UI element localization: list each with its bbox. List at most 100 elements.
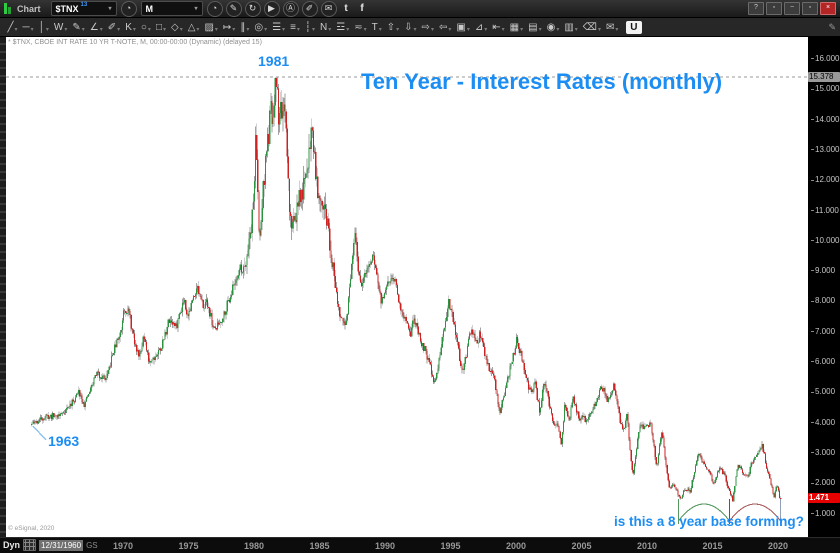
chevron-down-icon[interactable]: ▾ [556,27,560,33]
chevron-down-icon[interactable]: ▾ [232,27,236,33]
chevron-down-icon[interactable]: ▾ [45,27,49,33]
refresh-icon[interactable]: ↻ [244,0,261,17]
tool-elliott-wave-icon[interactable]: N ▾ [317,19,333,35]
tool-measure-icon[interactable]: ⊿ ▾ [472,19,489,35]
chevron-down-icon[interactable]: ▾ [615,27,619,33]
tool-triangle-icon[interactable]: △ ▾ [185,19,202,35]
chevron-down-icon[interactable]: ▾ [14,27,18,33]
annotation-1963[interactable]: 1963 [48,433,80,449]
chevron-down-icon[interactable]: ▾ [501,27,505,33]
tool-angle-icon[interactable]: ∠ ▾ [87,19,105,35]
tool-regression-icon[interactable]: ⇤ ▾ [490,19,507,35]
chevron-down-icon[interactable]: ▾ [328,27,332,33]
chevron-down-icon[interactable]: ▾ [196,27,200,33]
tool-panel-icon[interactable]: ▥ ▾ [562,19,580,35]
tool-text-icon[interactable]: T ▾ [369,19,384,35]
tool-fib-projection-icon[interactable]: ≡ ▾ [288,19,303,35]
tool-note-icon[interactable]: ✉ ▾ [603,19,620,35]
auto-icon[interactable]: Ⓐ [282,0,299,17]
annotation-1981[interactable]: 1981 [258,53,290,69]
tool-polygon-icon[interactable]: ◇ ▾ [169,19,186,35]
twitter-icon[interactable]: t [344,3,348,14]
pin-button[interactable]: ▫ [766,2,782,15]
chevron-down-icon[interactable]: ▾ [99,27,103,33]
tool-hatch-brush-icon[interactable]: ▨ ▾ [202,19,220,35]
chevron-down-icon[interactable]: ▾ [147,27,151,33]
tool-parallel-channel-icon[interactable]: ∥ ▾ [238,19,252,35]
close-button[interactable]: × [820,2,836,15]
chevron-down-icon[interactable]: ▾ [538,27,542,33]
symbol-input[interactable]: $TNX 13 ▾ [50,1,117,16]
facebook-icon[interactable]: f [360,3,364,14]
chevron-down-icon[interactable]: ▾ [162,27,166,33]
chevron-down-icon[interactable]: ▾ [264,27,268,33]
chevron-down-icon[interactable]: ▾ [117,27,121,33]
tool-extension-line-icon[interactable]: ↦ ▾ [220,19,237,35]
chevron-down-icon[interactable]: ▾ [597,27,601,33]
chevron-down-icon[interactable]: ▾ [81,27,85,33]
tool-time-zones-icon[interactable]: ┆ ▾ [302,19,317,35]
draw-pencil-icon[interactable]: ✎ [225,0,242,17]
restore-button[interactable]: ▫ [802,2,818,15]
tool-grid-icon[interactable]: ▦ ▾ [507,19,525,35]
tool-arrow-right-icon[interactable]: ⇨ ▾ [419,19,436,35]
chevron-down-icon[interactable]: ▾ [346,27,350,33]
tool-price-levels-icon[interactable]: ☲ ▾ [334,19,352,35]
chevron-down-icon[interactable]: ▾ [194,6,198,12]
start-pointer-line[interactable] [32,425,47,441]
chevron-down-icon[interactable]: ▾ [396,27,400,33]
chevron-down-icon[interactable]: ▾ [30,27,34,33]
tool-marker-icon[interactable]: ✐ ▾ [105,19,122,35]
marker-icon[interactable]: ✐ [301,0,318,17]
tool-ellipse-icon[interactable]: ○ ▾ [138,19,153,35]
tool-gann-fan-icon[interactable]: K ▾ [123,19,139,35]
play-icon[interactable]: ▶ [263,0,280,17]
chevron-down-icon[interactable]: ▾ [413,27,417,33]
tool-vertical-line-icon[interactable]: │ ▾ [36,19,51,35]
base-cycle-arcs[interactable] [677,499,782,524]
symbol-lookup-icon[interactable]: ◔ [120,0,137,17]
chart-start-date[interactable]: 12/31/1960 [39,539,84,551]
chevron-down-icon[interactable]: ▾ [430,27,434,33]
y-axis[interactable]: 15.378 1.471 16.000 15.000 14.000 13.000 12.… [808,37,840,537]
tool-ohlc-table-icon[interactable]: ▤ ▾ [526,19,544,35]
tool-arrow-down-icon[interactable]: ⇩ ▾ [402,19,419,35]
interval-select[interactable]: M ▾ [140,1,203,16]
tool-eraser-icon[interactable]: ⌫ ▾ [580,19,603,35]
chevron-down-icon[interactable]: ▾ [520,27,524,33]
comment-icon[interactable]: ✉ [320,0,337,17]
chevron-down-icon[interactable]: ▾ [484,27,488,33]
chevron-down-icon[interactable]: ▾ [179,27,183,33]
minimize-button[interactable]: − [784,2,800,15]
candlestick-chart[interactable] [6,37,808,537]
tool-bullseye-icon[interactable]: ◉ ▾ [544,19,562,35]
chevron-down-icon[interactable]: ▾ [311,27,315,33]
chevron-down-icon[interactable]: ▾ [574,27,578,33]
tool-callout-icon[interactable]: ▣ ▾ [454,19,472,35]
logo-u-button[interactable]: U [625,20,642,34]
price-chart-area[interactable]: * $TNX, CBOE INT RATE 10 YR T-NOTE, M, 0… [6,37,808,537]
chevron-down-icon[interactable]: ▾ [214,27,218,33]
chevron-down-icon[interactable]: ▾ [296,27,300,33]
chevron-down-icon[interactable]: ▾ [466,27,470,33]
tool-strike-line-icon[interactable]: ≂ ▾ [352,19,369,35]
tool-zigzag-icon[interactable]: W ▾ [51,19,69,35]
tool-horizontal-line-icon[interactable]: ─ ▾ [20,19,36,35]
annotation-chart-title[interactable]: Ten Year - Interest Rates (monthly) [361,69,723,94]
time-template-icon[interactable] [23,539,37,551]
chevron-down-icon[interactable]: ▾ [64,27,68,33]
annotation-base-question[interactable]: is this a 8 year base forming? [614,514,804,529]
tool-rectangle-icon[interactable]: □ ▾ [153,19,168,35]
chevron-down-icon[interactable]: ▾ [132,27,136,33]
tool-arrow-left-icon[interactable]: ⇦ ▾ [436,19,453,35]
chevron-down-icon[interactable]: ▾ [246,27,250,33]
help-button[interactable]: ? [748,2,764,15]
panel-edit-icon[interactable]: ✎ [828,22,836,32]
chevron-down-icon[interactable]: ▾ [363,27,367,33]
chevron-down-icon[interactable]: ▾ [282,27,286,33]
tool-trendline-icon[interactable]: ╱ ▾ [5,19,20,35]
time-interval-icon[interactable]: ◔ [206,0,223,17]
chevron-down-icon[interactable]: ▾ [378,27,382,33]
x-axis-bar[interactable]: Dyn 12/31/1960 GS 1970 1975 1980 1985 1990 19… [0,537,840,553]
tool-arrow-up-icon[interactable]: ⇧ ▾ [384,19,401,35]
